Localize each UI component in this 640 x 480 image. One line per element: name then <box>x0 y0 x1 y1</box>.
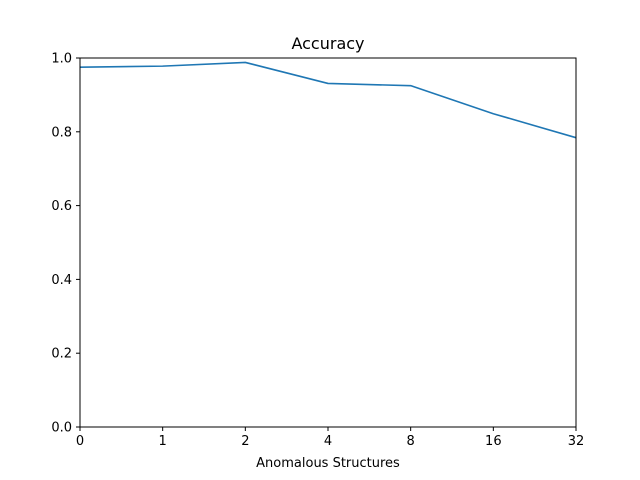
y-tick-label: 0.0 <box>51 421 72 436</box>
x-tick-label: 2 <box>241 434 249 449</box>
x-tick-label: 8 <box>407 434 415 449</box>
x-tick-label: 0 <box>76 434 84 449</box>
x-tick-label: 32 <box>568 434 585 449</box>
y-axis-ticks: 0.0 0.2 0.4 0.6 0.8 1.0 <box>51 52 80 436</box>
series-line-accuracy <box>79 61 577 139</box>
x-tick-label: 4 <box>324 434 332 449</box>
plot-frame <box>79 57 577 428</box>
x-tick-label: 16 <box>485 434 502 449</box>
plot-area <box>79 61 577 139</box>
x-axis-label: Anomalous Structures <box>256 456 400 471</box>
chart-title: Accuracy <box>291 34 364 53</box>
y-tick-label: 1.0 <box>51 52 72 67</box>
x-tick-label: 1 <box>159 434 167 449</box>
y-tick-label: 0.6 <box>51 199 72 214</box>
y-tick-label: 0.2 <box>51 347 72 362</box>
y-tick-label: 0.4 <box>51 273 72 288</box>
x-axis-ticks: 0 1 2 4 8 16 32 <box>76 427 584 449</box>
y-tick-label: 0.8 <box>51 125 72 140</box>
